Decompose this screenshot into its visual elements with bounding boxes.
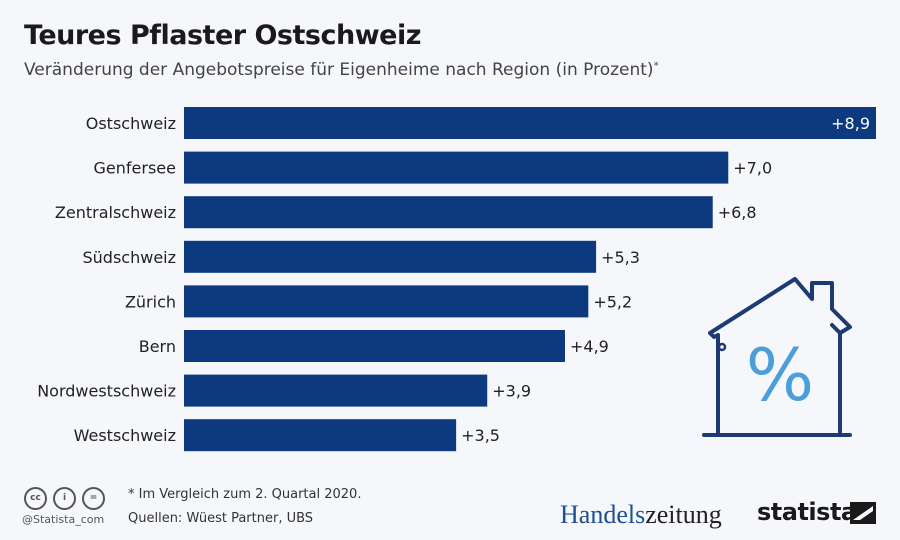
category-label: Nordwestschweiz — [37, 382, 176, 401]
data-label: +6,8 — [718, 203, 757, 222]
house-percent-icon: % — [702, 277, 852, 437]
bar — [184, 151, 729, 184]
data-label: +7,0 — [733, 159, 772, 178]
data-label: +4,9 — [570, 337, 609, 356]
category-label: Zürich — [125, 292, 176, 311]
chart-subtitle: Veränderung der Angebotspreise für Eigen… — [24, 60, 659, 80]
percent-symbol: % — [746, 333, 814, 417]
category-label: Bern — [139, 337, 176, 356]
cc-nd-icon: = — [82, 487, 105, 510]
sources: Quellen: Wüest Partner, UBS — [128, 511, 314, 526]
logo-part: zeitung — [645, 500, 722, 529]
data-label: +5,2 — [593, 292, 632, 311]
chart-title: Teures Pflaster Ostschweiz — [24, 20, 421, 51]
statista-logo: statista — [757, 498, 857, 526]
bar — [184, 330, 565, 362]
data-label: +8,9 — [831, 114, 870, 133]
category-label: Genfersee — [94, 159, 176, 178]
category-label: Zentralschweiz — [55, 203, 176, 222]
logo-part: Handels — [560, 500, 646, 529]
bar — [184, 419, 457, 452]
cc-license-icon: cc — [24, 487, 47, 510]
statista-logo-icon — [850, 502, 876, 524]
category-label: Westschweiz — [74, 426, 176, 445]
handelszeitung-logo: Handelszeitung — [560, 500, 722, 530]
category-label: Ostschweiz — [86, 114, 176, 133]
category-label: Südschweiz — [83, 248, 177, 267]
data-label: +5,3 — [601, 248, 640, 267]
statista-handle: @Statista_com — [22, 513, 105, 526]
footnote: * Im Vergleich zum 2. Quartal 2020. — [128, 487, 362, 502]
bar-chart: Ostschweiz +8,9 Genfersee +7,0 Zentralschwei… — [37, 107, 876, 452]
bar — [184, 285, 589, 318]
bar — [184, 107, 876, 139]
footnote-mark: * — [653, 60, 659, 72]
bar — [184, 374, 488, 407]
cc-by-icon: i — [53, 487, 76, 510]
subtitle-text: Veränderung der Angebotspreise für Eigen… — [24, 60, 654, 80]
bar — [184, 240, 597, 273]
bar — [184, 196, 713, 229]
data-label: +3,5 — [461, 426, 500, 445]
data-label: +3,9 — [492, 382, 531, 401]
